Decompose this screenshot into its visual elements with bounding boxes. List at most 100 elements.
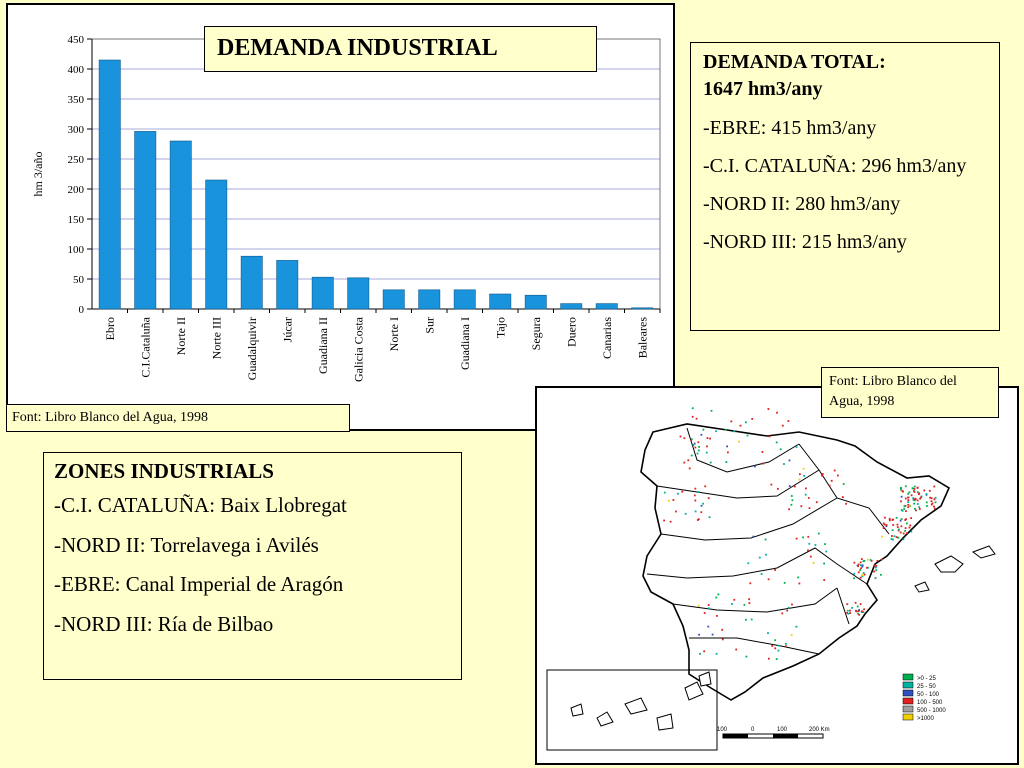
- bar-chart: 0 50 100 150 200 250 300 350 400 450 hm 3/año Ebro C…: [31, 34, 661, 382]
- demand-point: [873, 570, 875, 573]
- demand-point: [907, 501, 910, 503]
- demand-point: [914, 507, 916, 510]
- demand-point: [876, 560, 879, 562]
- demand-point: [799, 473, 801, 476]
- demand-point: [861, 564, 864, 567]
- demand-point: [925, 493, 928, 495]
- demand-point: [733, 430, 736, 433]
- demand-point: [905, 510, 907, 512]
- demand-point: [866, 558, 869, 561]
- bar-c-i-catalu-a: [134, 131, 157, 310]
- bar-norte-i: [382, 289, 405, 310]
- demand-point: [846, 603, 849, 606]
- demand-point: [715, 596, 718, 599]
- demand-point: [861, 565, 864, 568]
- demand-point: [807, 535, 810, 538]
- demand-point: [709, 437, 711, 440]
- y-tick-label: 0: [79, 304, 85, 316]
- demand-point: [863, 608, 865, 611]
- demand-point: [800, 505, 803, 508]
- demand-point: [698, 633, 700, 636]
- bar-guadiana-ii: [311, 276, 334, 310]
- demand-point: [725, 461, 728, 463]
- total-demand-box: DEMANDA TOTAL: 1647 hm3/any -EBRE: 415 h…: [690, 42, 1000, 331]
- bar-canarias: [595, 303, 618, 310]
- demand-point: [897, 529, 900, 532]
- demand-point: [901, 509, 904, 512]
- demand-point: [696, 452, 699, 455]
- scale-label-1: 0: [751, 727, 755, 733]
- demand-point: [906, 532, 908, 535]
- zones-heading: ZONES INDUSTRIALS: [54, 459, 274, 483]
- y-tick-label: 50: [73, 274, 85, 286]
- demand-point: [882, 527, 885, 529]
- demand-point: [791, 499, 794, 502]
- bar-norte-ii: [169, 140, 192, 310]
- demand-point: [846, 612, 848, 614]
- demand-point: [667, 499, 670, 502]
- demand-point: [913, 490, 915, 492]
- legend-label: >1000: [917, 716, 935, 722]
- demand-point: [883, 523, 886, 526]
- demand-point: [910, 494, 913, 497]
- demand-point: [863, 573, 866, 576]
- scale-label-2: 100: [777, 727, 788, 733]
- demand-point: [716, 615, 718, 617]
- demand-point: [730, 420, 733, 423]
- demand-point: [748, 602, 751, 604]
- demand-point: [913, 491, 916, 493]
- demand-point: [691, 415, 694, 418]
- demand-point: [703, 612, 706, 614]
- zone-line-ebre: -EBRE: Canal Imperial de Aragón: [54, 572, 344, 596]
- demand-point: [700, 433, 703, 436]
- demand-point: [934, 501, 937, 504]
- demand-point: [731, 603, 733, 605]
- demand-point: [904, 504, 907, 507]
- demand-point: [904, 519, 907, 521]
- canary-islands: [570, 671, 712, 731]
- demand-point: [904, 497, 907, 500]
- demand-point: [934, 496, 937, 499]
- demand-point: [761, 451, 764, 453]
- demand-point: [706, 445, 708, 448]
- demand-point: [891, 529, 894, 532]
- demand-point: [787, 606, 790, 609]
- x-tick-label: Guadiana II: [316, 317, 330, 374]
- demand-point: [899, 531, 902, 534]
- bar-guadiana-i: [453, 289, 476, 310]
- demand-point: [899, 519, 902, 522]
- demand-point: [814, 544, 817, 546]
- demand-point: [690, 454, 693, 457]
- x-tick-label: Ebro: [103, 317, 117, 340]
- demand-point: [783, 463, 785, 465]
- demand-point: [805, 487, 807, 490]
- demand-point: [853, 572, 856, 575]
- demand-point: [908, 491, 911, 494]
- demand-point: [747, 562, 750, 565]
- x-tick-label: Duero: [564, 317, 578, 347]
- demand-point: [706, 437, 709, 439]
- demand-point: [788, 459, 791, 462]
- demand-point: [802, 536, 804, 539]
- demand-point: [837, 474, 839, 477]
- demand-point: [735, 648, 738, 651]
- demand-point: [862, 560, 865, 563]
- demand-point: [931, 502, 934, 505]
- zone-line-nord-ii: -NORD II: Torrelavega i Avilés: [54, 532, 319, 557]
- demand-point: [708, 516, 711, 519]
- demand-point: [672, 499, 675, 501]
- demand-point: [717, 593, 720, 596]
- demand-point: [910, 530, 913, 533]
- demand-point: [904, 530, 906, 532]
- y-tick-label: 350: [68, 94, 85, 106]
- demand-point: [703, 650, 706, 653]
- demand-point: [721, 638, 724, 641]
- demand-point: [750, 618, 753, 621]
- demand-point: [861, 575, 864, 578]
- demand-point: [858, 613, 861, 616]
- map-legend: >0 - 25 25 - 50 50 - 100 100 - 500 500 - 100…: [902, 673, 946, 722]
- demand-point: [821, 473, 824, 475]
- demand-point: [690, 438, 693, 441]
- demand-point: [900, 495, 903, 498]
- demand-point: [930, 503, 933, 506]
